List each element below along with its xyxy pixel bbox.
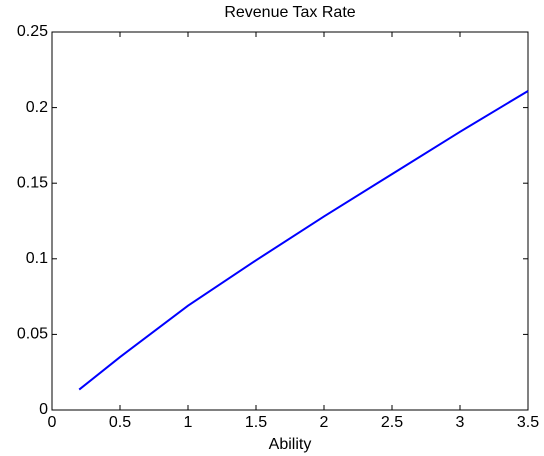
- x-tick-label: 0: [48, 414, 57, 431]
- chart-title: Revenue Tax Rate: [224, 4, 355, 21]
- y-tick-label: 0.1: [26, 250, 48, 267]
- y-tick-label: 0.2: [26, 99, 48, 116]
- y-tick-label: 0.15: [17, 174, 48, 191]
- x-tick-label: 1: [184, 414, 193, 431]
- x-tick-label: 2.5: [381, 414, 403, 431]
- data-line: [78, 90, 529, 391]
- x-tick-label: 0.5: [109, 414, 131, 431]
- y-tick-label: 0.05: [17, 326, 48, 343]
- x-tick-label: 3: [456, 414, 465, 431]
- x-tick-label: 1.5: [245, 414, 267, 431]
- x-tick-label: 2: [320, 414, 329, 431]
- y-tick-label: 0: [39, 401, 48, 418]
- x-tick-label: 3.5: [517, 414, 539, 431]
- y-tick-label: 0.25: [17, 23, 48, 40]
- x-axis-label: Ability: [269, 436, 312, 453]
- plot-frame: [51, 31, 529, 411]
